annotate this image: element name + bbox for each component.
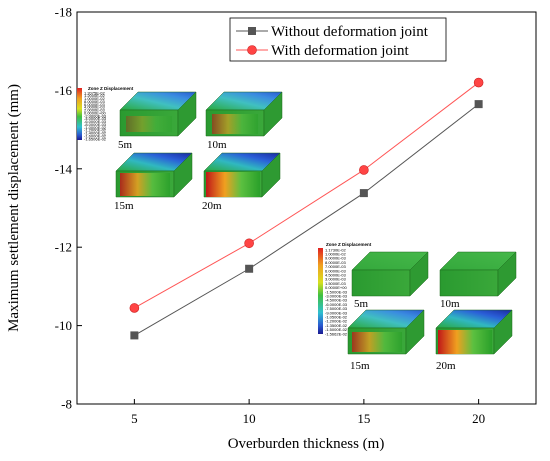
legend-marker-series-1 [248, 27, 256, 35]
scale-label: 6.0000E-03 [84, 102, 105, 107]
data-point-series-2 [129, 303, 140, 313]
data-point-series-2 [244, 238, 254, 249]
x-tick-label: 10 [243, 411, 256, 426]
inset-1-block-20m [203, 152, 281, 198]
y-tick-label: -10 [55, 318, 72, 333]
inset-contour-group-2: Zone Z Displacement 1.1730E-021.0000E-02… [318, 242, 517, 372]
legend-marker-series-2 [247, 45, 257, 55]
scale-label: 8.0000E-03 [84, 99, 105, 104]
inset-1-block-5m [119, 91, 197, 137]
scale-label: -1.4000E-02 [84, 131, 107, 136]
scale-label: 7.0000E-03 [325, 264, 346, 269]
legend-label-series-1: Without deformation joint [271, 24, 429, 40]
scale-label: 1.0000E-02 [84, 96, 105, 101]
scale-label: -6.0000E-03 [325, 302, 348, 307]
inset-2-block-15m [347, 309, 425, 355]
scale-label: 1.5000E-03 [325, 281, 346, 286]
scale-label: -8.0000E-03 [84, 122, 107, 127]
data-point-series-1 [359, 189, 368, 198]
inset-1-scale-bar [77, 88, 82, 140]
legend-label-series-2: With deformation joint [271, 43, 410, 59]
scale-label: 1.0000E-02 [325, 252, 346, 257]
inset-2-case-label-5m: 5m [354, 298, 369, 310]
y-axis-ticks: -8 -10 -12 -14 -16 -18 [55, 5, 82, 412]
inset-contour-group-1: Zone Z Displacement 1.2075E-021.2000E-02… [77, 86, 283, 212]
scale-label: -1.5000E-02 [325, 327, 348, 332]
scale-label: -9.0000E-03 [325, 310, 348, 315]
legend: Without deformation joint With deformati… [229, 17, 447, 62]
scale-label: 6.0000E-03 [325, 268, 346, 273]
y-axis-label: Maximum settlement displacement (mm) [6, 84, 22, 332]
scale-label: -1.0000E-02 [84, 125, 107, 130]
y-tick-label: -8 [61, 397, 72, 412]
y-tick-label: -14 [55, 161, 73, 176]
scale-label: -1.5662E-02 [325, 331, 348, 336]
x-tick-label: 5 [131, 411, 138, 426]
inset-2-case-label-20m: 20m [436, 360, 456, 372]
inset-2-block-5m [351, 251, 429, 297]
inset-1-case-label-10m: 10m [207, 139, 227, 151]
scale-label: 3.0000E-03 [325, 277, 346, 282]
scale-label: -1.5000E-03 [325, 289, 348, 294]
scale-label: -7.5000E-03 [325, 306, 348, 311]
data-point-series-2 [473, 77, 484, 88]
scale-label: -2.0000E-03 [84, 113, 107, 118]
inset-1-title: Zone Z Displacement [88, 86, 134, 91]
x-tick-label: 15 [357, 411, 370, 426]
inset-1-scale-labels: 1.2075E-021.2000E-021.0000E-028.0000E-03… [84, 90, 107, 141]
inset-1-case-label-20m: 20m [202, 200, 222, 212]
inset-2-block-10m [439, 251, 517, 297]
inset-1-case-label-5m: 5m [118, 139, 133, 151]
scale-label: -1.2000E-02 [325, 319, 348, 324]
scale-label: 9.0000E-03 [325, 256, 346, 261]
series-line-2 [134, 82, 479, 309]
legend-box [229, 17, 447, 62]
x-axis-label: Overburden thickness (m) [228, 436, 385, 452]
x-tick-label: 20 [472, 411, 485, 426]
y-tick-label: -16 [55, 83, 73, 98]
scale-label: 0.0000E+00 [84, 110, 106, 115]
scale-label: 1.2000E-02 [84, 93, 105, 98]
scale-label: -1.6506E-02 [84, 136, 107, 141]
inset-2-scale-labels: 1.1730E-021.0000E-029.0000E-038.0000E-03… [325, 247, 348, 336]
scale-label: 1.2075E-02 [84, 90, 105, 95]
inset-1-block-15m [115, 152, 193, 198]
scale-label: 0.0000E+00 [325, 285, 347, 290]
series-layer [129, 77, 484, 340]
inset-2-title: Zone Z Displacement [326, 242, 372, 247]
scale-label: 2.0000E-03 [84, 108, 105, 113]
data-point-series-1 [130, 331, 139, 340]
scale-label: -3.0000E-03 [325, 294, 348, 299]
scale-label: 8.0000E-03 [325, 260, 346, 265]
scale-label: -4.5000E-03 [325, 298, 348, 303]
scale-label: 4.0000E-03 [84, 105, 105, 110]
series-line-1 [134, 103, 479, 336]
inset-2-block-20m [435, 309, 513, 355]
scale-label: -6.0000E-03 [84, 119, 107, 124]
inset-1-case-label-15m: 15m [114, 200, 134, 212]
scale-label: 1.1730E-02 [325, 247, 346, 252]
plot-frame [76, 11, 537, 405]
scale-label: -1.2000E-02 [84, 128, 107, 133]
inset-1-block-10m [205, 91, 283, 137]
scale-label: -1.3500E-02 [325, 323, 348, 328]
scale-label: -1.6000E-02 [84, 133, 107, 138]
x-axis-ticks: 5 10 15 20 [131, 399, 485, 426]
data-point-series-1 [245, 264, 254, 273]
inset-2-case-label-10m: 10m [440, 298, 460, 310]
y-tick-label: -12 [55, 240, 72, 255]
scale-label: -1.0500E-02 [325, 315, 348, 320]
inset-2-scale-bar [318, 248, 323, 334]
data-point-series-2 [359, 165, 369, 175]
scale-label: 4.5000E-03 [325, 273, 346, 278]
data-point-series-1 [474, 100, 483, 109]
scale-label: -4.0000E-03 [84, 116, 107, 121]
inset-2-case-label-15m: 15m [350, 360, 370, 372]
y-tick-label: -18 [55, 5, 72, 20]
